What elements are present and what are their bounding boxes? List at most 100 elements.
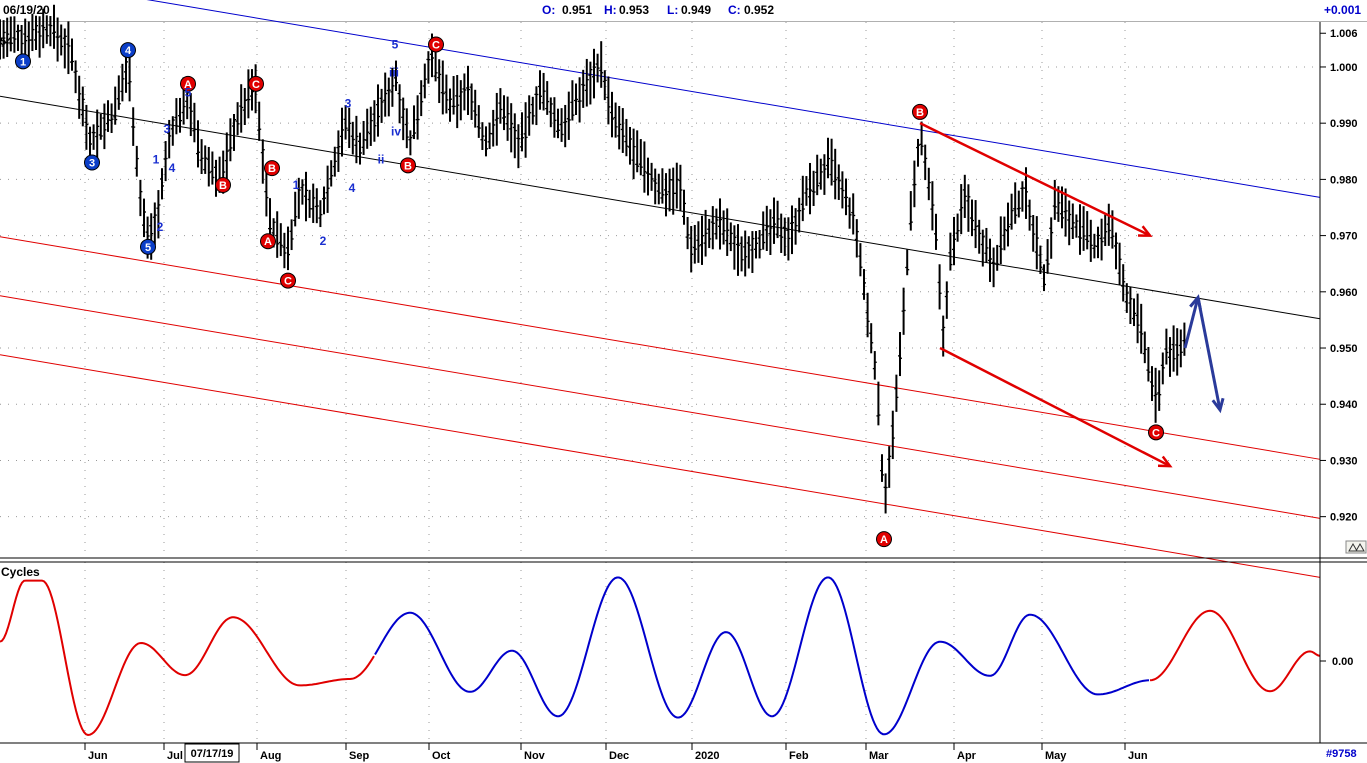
price-bar (908, 191, 913, 231)
price-bar (732, 225, 737, 270)
price-bar (757, 230, 762, 259)
marker-circle (84, 154, 100, 171)
price-bar (318, 200, 323, 228)
price-bar (595, 53, 600, 83)
price-bar (1142, 331, 1147, 364)
price-bar (1045, 239, 1050, 274)
wave-marker: B (912, 103, 928, 120)
price-bar (847, 197, 852, 229)
price-bar (408, 130, 413, 156)
scale-icon[interactable] (1345, 540, 1367, 554)
price-bar (858, 243, 863, 277)
price-bar (368, 106, 373, 146)
x-tick-label: Sep (349, 750, 369, 762)
marker-label: C (284, 276, 292, 288)
wave-marker: A (876, 531, 892, 548)
price-bar (307, 189, 312, 218)
price-bar (1085, 211, 1090, 250)
price-bar (289, 219, 294, 251)
price-bar (656, 173, 661, 205)
y-tick-label: 0.980 (1330, 174, 1358, 186)
price-bar (944, 281, 949, 319)
price-bar (754, 231, 758, 259)
price-bar (30, 13, 35, 52)
price-bar (473, 89, 478, 128)
price-bar (192, 102, 197, 143)
price-bar (113, 86, 118, 125)
price-bar (62, 28, 67, 69)
price-bar (635, 130, 640, 173)
y-tick-label: 1.000 (1330, 62, 1358, 74)
wave-marker: B (400, 157, 416, 174)
price-bar (224, 132, 229, 186)
price-bar (491, 109, 496, 147)
marker-label: 4 (125, 45, 132, 57)
price-bar (955, 213, 960, 242)
price-bar (577, 77, 582, 123)
projection-lines (919, 122, 1225, 468)
price-bar (358, 132, 362, 165)
price-bar (685, 216, 690, 250)
price-bar (1088, 219, 1093, 262)
price-bar (696, 221, 701, 263)
price-bar (260, 139, 265, 184)
marker-label: C (252, 79, 260, 91)
price-bar (163, 141, 168, 182)
price-bar (919, 121, 924, 156)
price-bar (890, 410, 895, 460)
arrow-shaft (1196, 297, 1222, 411)
quote-header: 06/19/20 O: 0.951 H: 0.953 L: 0.949 C: 0… (0, 0, 1367, 22)
price-bar (1038, 245, 1043, 275)
arrow-head (1157, 455, 1173, 468)
wave-marker: 1 (15, 53, 31, 70)
price-bar (131, 107, 136, 146)
price-bar (541, 72, 546, 111)
price-bar (170, 116, 175, 146)
price-bar (786, 217, 791, 261)
price-bar (700, 215, 704, 265)
cursor-date: 07/17/19 (191, 748, 234, 760)
price-bar (1135, 293, 1140, 344)
cycles-title: Cycles (1, 565, 40, 579)
price-bar (156, 190, 161, 239)
price-bar (379, 88, 384, 123)
wave-label: iv (391, 125, 401, 139)
price-bar (127, 56, 132, 102)
price-bar (84, 104, 89, 150)
x-tick-label: Nov (524, 750, 546, 762)
price-bar (102, 103, 107, 150)
price-bar (764, 205, 769, 252)
price-bar (336, 130, 341, 172)
wave-label: 5 (185, 85, 192, 99)
price-bar (106, 100, 110, 132)
price-bar (1139, 303, 1144, 354)
price-bar (592, 48, 596, 99)
wave-marker: C (280, 272, 296, 289)
price-bar (484, 126, 488, 157)
price-bar (570, 80, 575, 121)
price-bar (545, 81, 550, 115)
price-bar (631, 128, 636, 180)
price-bar (174, 98, 179, 135)
marker-label: A (184, 79, 192, 91)
price-bar (718, 198, 722, 250)
price-bar (876, 381, 881, 426)
price-bar (419, 80, 424, 117)
price-bar (210, 151, 215, 185)
price-bar (314, 188, 319, 224)
price-bar (322, 186, 326, 215)
marker-circle (215, 177, 231, 194)
x-tick-label: Mar (869, 750, 889, 762)
price-bar (48, 16, 53, 47)
wave-marker: A (180, 75, 196, 92)
x-tick-label: 2020 (695, 750, 719, 762)
price-bar (1171, 325, 1176, 372)
x-tick-label: Oct (432, 750, 451, 762)
price-bar (397, 84, 402, 124)
price-bar (34, 15, 38, 51)
wave-label: iii (389, 66, 399, 80)
price-bar (523, 102, 528, 158)
price-bar (109, 103, 114, 133)
marker-circle (140, 238, 156, 255)
